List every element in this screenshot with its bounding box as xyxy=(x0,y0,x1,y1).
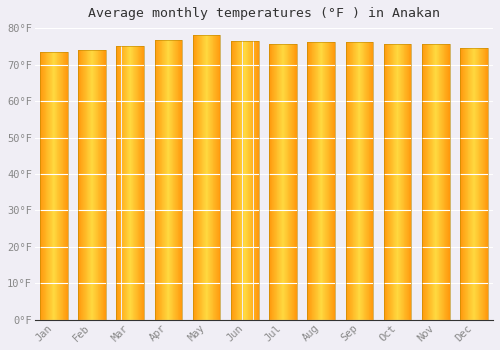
Bar xyxy=(78,50,106,320)
Title: Average monthly temperatures (°F ) in Anakan: Average monthly temperatures (°F ) in An… xyxy=(88,7,440,20)
Bar xyxy=(308,42,335,320)
Bar xyxy=(116,46,144,320)
Bar xyxy=(269,44,296,320)
Bar xyxy=(384,44,411,320)
Bar xyxy=(460,48,487,320)
Bar xyxy=(193,35,220,320)
Bar xyxy=(154,41,182,320)
Bar xyxy=(346,42,373,320)
Bar xyxy=(40,52,68,320)
Bar xyxy=(422,44,450,320)
Bar xyxy=(231,41,258,320)
